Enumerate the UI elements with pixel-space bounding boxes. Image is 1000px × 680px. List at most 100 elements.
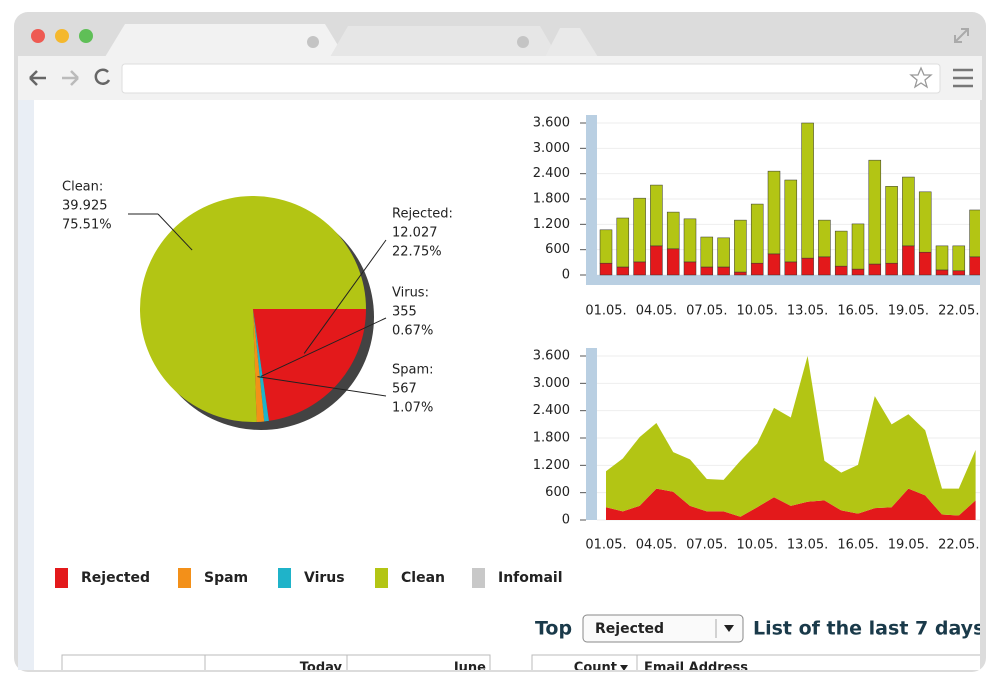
bar-segment	[666, 211, 680, 250]
bar-segment	[885, 186, 898, 264]
bar-segment	[683, 261, 697, 276]
close-button[interactable]	[31, 29, 45, 43]
bar-segment	[683, 218, 697, 263]
charts: Rejected: 12.027 22.75% Virus: 355 0.67% Spam:…	[62, 115, 980, 553]
area-layer	[606, 488, 976, 520]
y-tick-label: 3.000	[533, 141, 570, 156]
x-tick-label: 01.05.	[585, 304, 626, 319]
table-header[interactable]: Count	[574, 661, 617, 676]
bar-segment	[717, 237, 730, 268]
minimize-button[interactable]	[55, 29, 69, 43]
bookmark-star[interactable]	[909, 66, 933, 89]
fullscreen-icon[interactable]	[954, 28, 969, 43]
slice-percent: 1.07%	[392, 401, 433, 416]
bar-segment	[616, 217, 630, 268]
x-tick-label: 04.05.	[636, 304, 677, 319]
bar-segment	[918, 251, 932, 276]
bar-segment	[834, 230, 848, 267]
bar-segment	[717, 266, 730, 276]
y-tick-label: 1.200	[533, 217, 570, 232]
x-tick-label: 01.05.	[585, 538, 626, 553]
x-tick-label: 13.05.	[787, 304, 828, 319]
tab[interactable]	[330, 26, 558, 57]
address-bar[interactable]	[121, 63, 941, 94]
back-button[interactable]	[29, 70, 46, 86]
bar-segment	[767, 170, 781, 255]
top-label: Top	[535, 618, 572, 640]
bar-segment	[969, 209, 980, 258]
bar-segment	[818, 256, 831, 276]
side-stripe	[18, 100, 34, 670]
bar-segment	[868, 263, 882, 276]
bar-segment	[952, 270, 966, 276]
new-tab[interactable]	[545, 28, 598, 57]
y-tick-label: 2.400	[533, 403, 570, 418]
table-header: Email Address	[644, 661, 748, 676]
pie-slice	[253, 309, 366, 421]
legend-label: Clean	[401, 570, 445, 586]
y-tick-label: 2.400	[533, 166, 570, 181]
bar-segment	[868, 159, 882, 265]
pie-slice	[253, 309, 265, 422]
menu-button[interactable]	[953, 68, 973, 88]
slice-percent: 0.67%	[392, 324, 433, 339]
forward-button[interactable]	[62, 70, 79, 86]
leader-line	[260, 317, 387, 377]
x-tick-label: 19.05.	[888, 538, 929, 553]
page-content: Rejected: 12.027 22.75% Virus: 355 0.67% Spam:…	[18, 100, 984, 676]
bar-segment	[902, 245, 915, 276]
bar-segment	[885, 262, 898, 276]
bar-segment	[650, 184, 663, 247]
bar-segment	[801, 122, 814, 259]
x-tick-label: 04.05.	[636, 538, 677, 553]
pie-slice	[140, 195, 366, 422]
bar-segment	[851, 268, 865, 276]
reload-button[interactable]	[94, 68, 111, 85]
legend-swatch	[278, 568, 291, 588]
x-tick-label: 19.05.	[888, 304, 929, 319]
leader-line	[157, 213, 193, 251]
area-layer	[606, 356, 976, 517]
bar-segment	[801, 257, 814, 276]
slice-value: 39.925	[62, 199, 108, 214]
pie-slice	[253, 309, 269, 422]
bar-segment	[650, 245, 663, 276]
bar-segment	[818, 219, 831, 258]
bar-segment	[599, 229, 613, 264]
legend-label: Rejected	[81, 570, 150, 586]
y-tick-label: 1.800	[533, 431, 570, 446]
tab-close[interactable]	[517, 36, 529, 48]
bar-segment	[750, 262, 764, 276]
list-caption: List of the last 7 days	[753, 618, 984, 640]
legend-swatch	[178, 568, 191, 588]
y-tick-label: 3.600	[533, 349, 570, 364]
slice-label: Rejected:	[392, 207, 453, 222]
legend-swatch	[472, 568, 485, 588]
zoom-button[interactable]	[79, 29, 93, 43]
legend-label: Infomail	[498, 570, 563, 586]
y-tick-label: 600	[545, 485, 570, 500]
table-header: June	[453, 661, 486, 676]
bar-segment	[633, 261, 646, 276]
legend-swatch	[55, 568, 68, 588]
type-select[interactable]	[582, 614, 744, 643]
y-tick-label: 0	[562, 513, 570, 528]
active-tab[interactable]	[105, 24, 345, 57]
sort-arrow[interactable]	[620, 665, 628, 671]
y-tick-label: 0	[562, 268, 570, 283]
slice-value: 355	[392, 305, 417, 320]
x-tick-label: 16.05.	[837, 538, 878, 553]
bar-segment	[784, 179, 798, 263]
bar-segment	[734, 271, 747, 276]
tab-close[interactable]	[307, 36, 319, 48]
slice-label: Spam:	[392, 363, 434, 378]
bar-segment	[902, 176, 915, 247]
leader-line	[257, 376, 387, 397]
x-tick-label: 22.05.	[938, 538, 979, 553]
y-tick-label: 3.000	[533, 376, 570, 391]
bar-segment	[784, 261, 798, 276]
select-value: Rejected	[595, 621, 664, 637]
y-tick-label: 1.800	[533, 192, 570, 207]
x-tick-label: 10.05.	[737, 538, 778, 553]
legend-label: Virus	[304, 570, 345, 586]
